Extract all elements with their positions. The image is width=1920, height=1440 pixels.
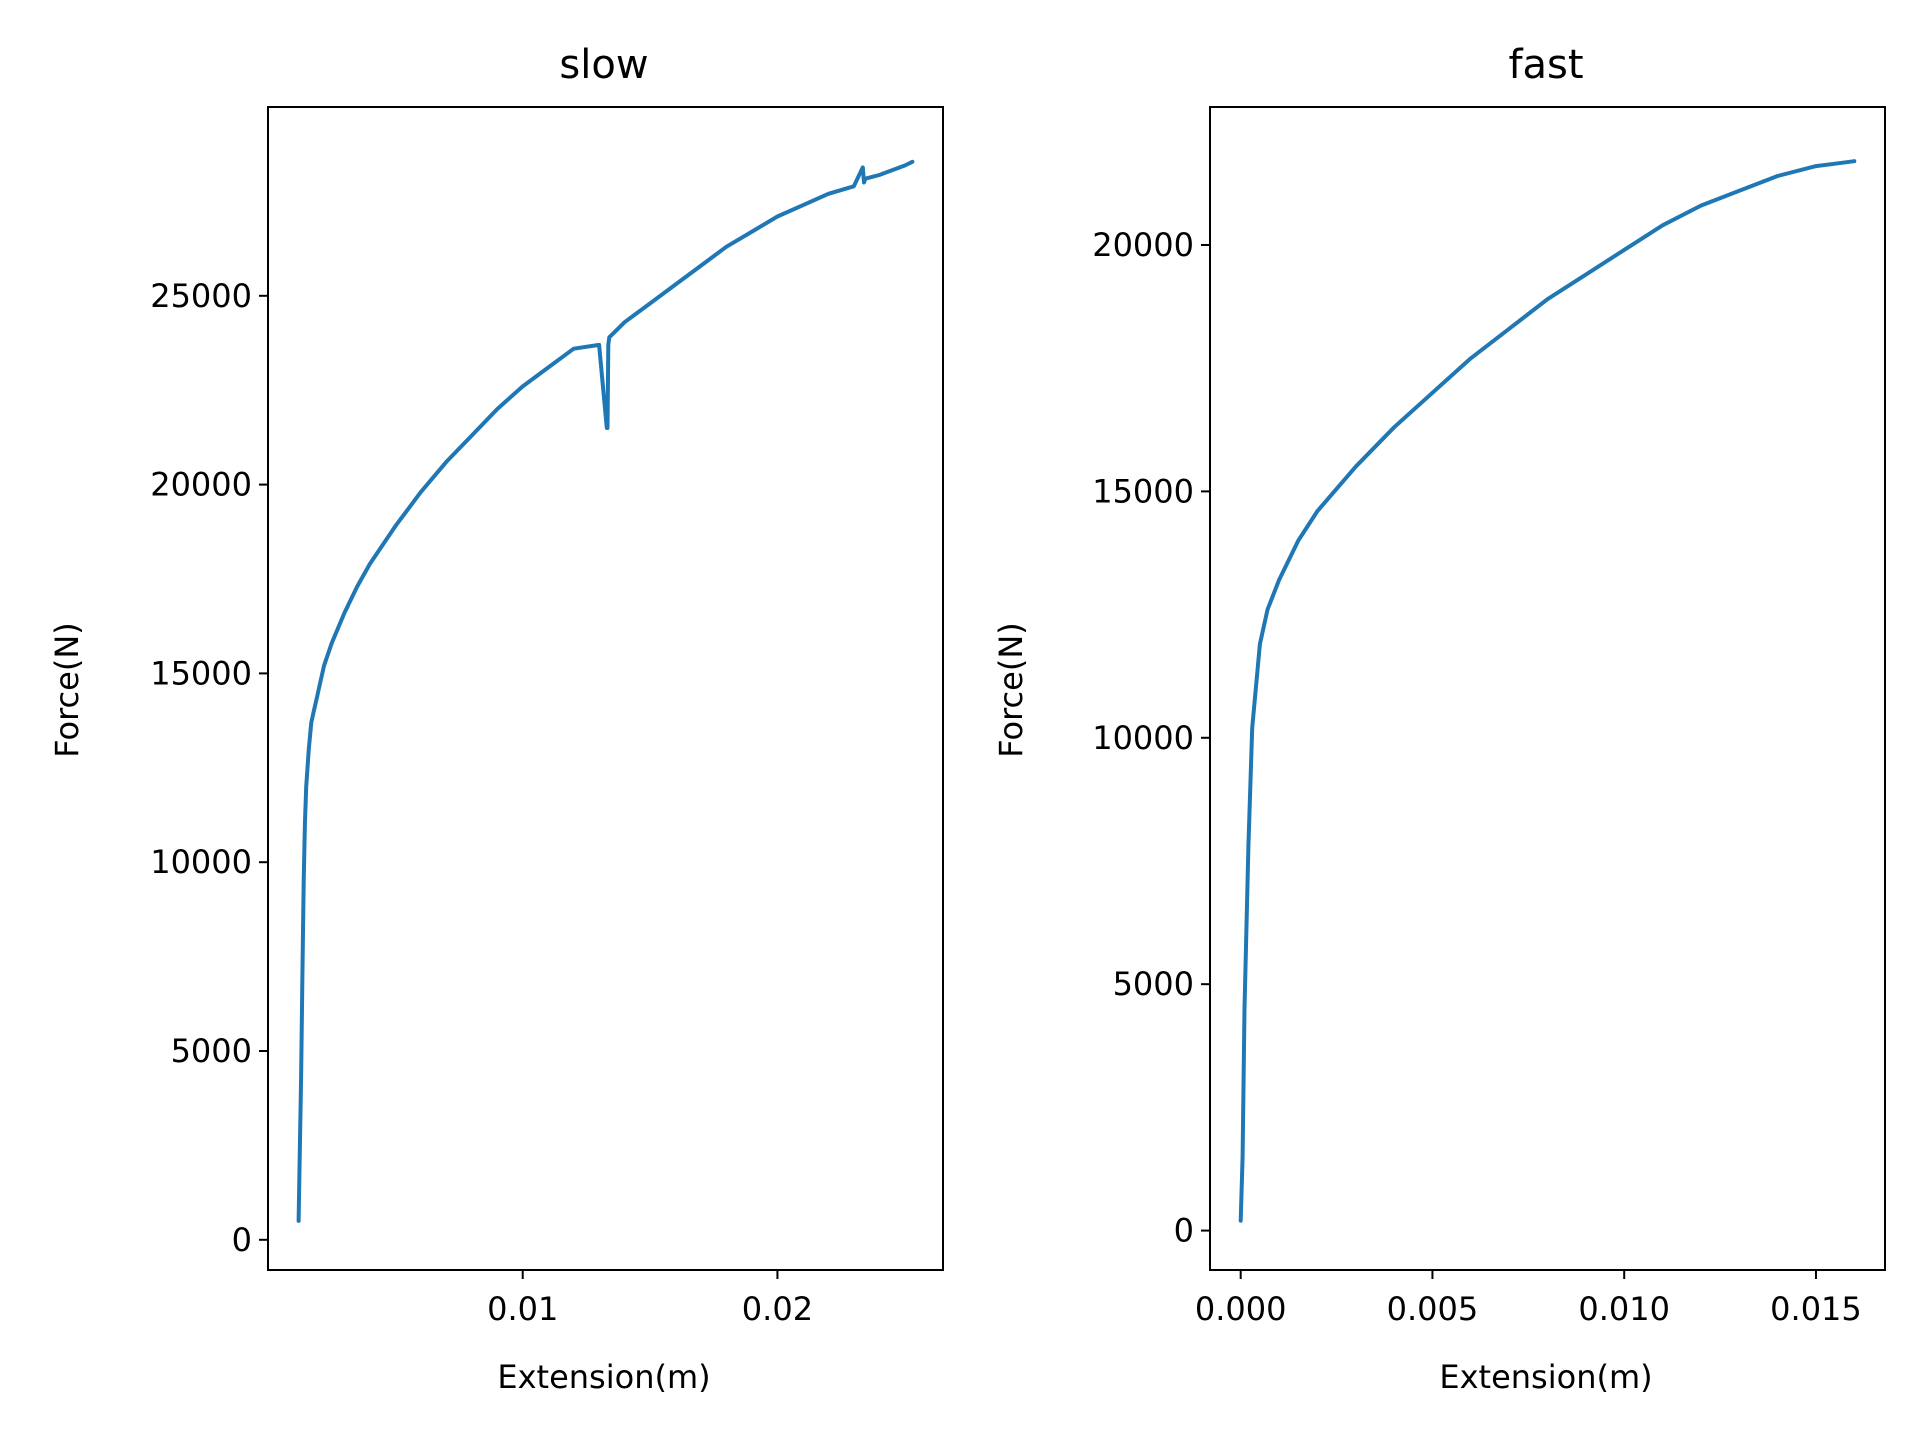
y-axis-label-slow: Force(N) — [48, 622, 86, 757]
y-ticks-fast: 0 5000 10000 15000 20000 — [1092, 226, 1210, 1250]
x-tick-label: 0.000 — [1195, 1290, 1287, 1328]
x-ticks-slow: 0.01 0.02 — [487, 1270, 813, 1328]
y-tick-label: 15000 — [150, 654, 252, 692]
data-series-line-fast — [1238, 159, 1857, 1223]
x-tick-label: 0.01 — [487, 1290, 558, 1328]
y-tick-label: 0 — [232, 1221, 252, 1259]
x-ticks-fast: 0.000 0.005 0.010 0.015 — [1195, 1270, 1862, 1328]
x-tick-label: 0.015 — [1770, 1290, 1862, 1328]
y-ticks-slow: 0 5000 10000 15000 20000 25000 — [150, 277, 268, 1259]
x-tick-label: 0.010 — [1578, 1290, 1670, 1328]
x-tick-label: 0.005 — [1387, 1290, 1479, 1328]
axes-frame-fast — [1209, 106, 1886, 1271]
y-tick-label: 10000 — [1092, 719, 1194, 757]
y-tick-label: 20000 — [150, 466, 252, 504]
y-tick-label: 25000 — [150, 277, 252, 315]
x-axis-label-fast: Extension(m) — [1439, 1358, 1652, 1396]
x-tick-label: 0.02 — [742, 1290, 813, 1328]
y-tick-label: 15000 — [1092, 472, 1194, 510]
y-tick-label: 20000 — [1092, 226, 1194, 264]
chart-title-slow: slow — [559, 42, 648, 88]
data-series-line-slow — [296, 159, 915, 1223]
chart-title-fast: fast — [1508, 42, 1583, 88]
y-tick-label: 5000 — [1113, 965, 1194, 1003]
y-tick-label: 10000 — [150, 843, 252, 881]
axes-frame-slow — [267, 106, 944, 1271]
y-tick-label: 5000 — [171, 1032, 252, 1070]
x-axis-label-slow: Extension(m) — [497, 1358, 710, 1396]
subplot-fast: fast 0 5000 10000 15000 20000 0.000 0.005 0.01… — [992, 42, 1886, 1396]
y-axis-label-fast: Force(N) — [992, 622, 1030, 757]
y-tick-label: 0 — [1174, 1212, 1194, 1250]
